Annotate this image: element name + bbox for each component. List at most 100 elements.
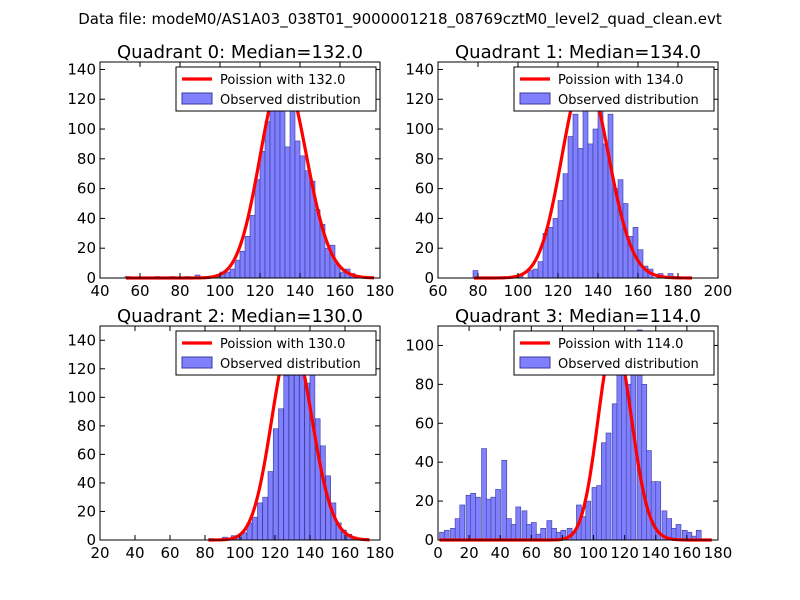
- x-tick-label: 120: [261, 544, 290, 562]
- histogram-bars: [472, 90, 679, 279]
- x-tick-label: 180: [704, 544, 733, 562]
- subplot-title: Quadrant 2: Median=130.0: [117, 306, 363, 327]
- histogram-bar: [257, 502, 263, 541]
- histogram-bar: [294, 140, 301, 279]
- axis-ticks: 20 40 60 80 100 120 140 160 18002040608010012014…: [67, 326, 394, 562]
- axis-ticks: 40 60 80 100 120 140 160 180 0 20 40 60 80 100 120 140: [67, 60, 394, 300]
- x-tick-label: 100: [579, 544, 608, 562]
- y-tick-label: 0: [424, 269, 434, 287]
- y-tick-label: 20: [77, 239, 96, 257]
- histogram-bar: [269, 101, 276, 279]
- x-tick-label: 60: [522, 544, 541, 562]
- x-tick-label: 20: [90, 544, 109, 562]
- histogram-bar: [324, 247, 331, 279]
- histogram-bar: [592, 128, 599, 279]
- subplot-title: Quadrant 0: Median=132.0: [117, 42, 363, 63]
- histogram-bar: [454, 518, 461, 541]
- histogram-bar: [547, 227, 554, 279]
- legend: Poission with 134.0 Observed distributio…: [513, 66, 715, 112]
- histogram-bar: [675, 524, 682, 541]
- histogram-bar: [339, 271, 346, 279]
- x-tick-label: 120: [610, 544, 639, 562]
- x-tick-label: 100: [206, 282, 235, 300]
- histogram-bar: [557, 200, 564, 279]
- axes-frame: [437, 61, 719, 279]
- histogram-bar: [591, 487, 598, 541]
- legend-observed-swatch: [519, 92, 551, 105]
- histogram-bar: [293, 351, 300, 541]
- histogram-bar: [262, 496, 268, 541]
- subplot-quadrant-3: 0 20 40 60 80 100 120 140 160 180020406080100Quad…: [405, 306, 732, 562]
- y-tick-label: 120: [67, 90, 96, 108]
- subplot-title: Quadrant 1: Median=134.0: [455, 42, 701, 63]
- histogram-bar: [465, 494, 472, 541]
- y-tick-label: 80: [77, 417, 96, 435]
- histogram-bar: [577, 148, 584, 279]
- legend-label-observed: Observed distribution: [220, 93, 361, 108]
- x-tick-label: 80: [170, 282, 189, 300]
- histogram-bar: [239, 250, 246, 279]
- subplot-quadrant-0: 40 60 80 100 120 140 160 180 0 20 40 60 80 100 120 140 Q…: [67, 42, 394, 300]
- figure-suptitle: Data file: modeM0/AS1A03_038T01_90000012…: [78, 10, 722, 29]
- histogram-bar: [552, 218, 559, 279]
- x-tick-label: 40: [90, 282, 109, 300]
- x-tick-label: 180: [664, 282, 693, 300]
- histogram-bar: [582, 92, 589, 279]
- y-tick-label: 140: [67, 60, 96, 78]
- x-tick-label: 40: [491, 544, 510, 562]
- legend-observed-swatch: [181, 92, 213, 105]
- histogram-bar: [510, 524, 517, 541]
- histogram-bars: [124, 101, 361, 279]
- x-tick-label: 160: [624, 282, 653, 300]
- y-tick-label: 40: [77, 474, 96, 492]
- x-tick-label: 0: [433, 544, 443, 562]
- x-tick-label: 120: [544, 282, 573, 300]
- x-tick-label: 160: [673, 544, 702, 562]
- x-tick-label: 140: [641, 544, 670, 562]
- y-tick-label: 140: [67, 331, 96, 349]
- y-tick-label: 20: [415, 239, 434, 257]
- histogram-bar: [229, 268, 236, 279]
- y-tick-label: 100: [67, 388, 96, 406]
- histogram-bar: [299, 155, 306, 279]
- histogram-bar: [546, 520, 553, 541]
- histogram-bar: [249, 215, 256, 279]
- histogram-bar: [587, 143, 594, 279]
- histogram-bar: [611, 403, 618, 541]
- axes-frame: [437, 325, 719, 541]
- histogram-bar: [450, 528, 456, 541]
- histogram-bar: [283, 375, 289, 541]
- histogram-bar: [585, 500, 592, 541]
- histogram-bar: [274, 110, 281, 279]
- histogram-bar: [495, 489, 501, 541]
- histogram-bar: [289, 106, 296, 279]
- histogram-bar: [567, 136, 574, 279]
- histogram-bar: [601, 442, 607, 541]
- y-tick-label: 100: [405, 120, 434, 138]
- histogram-bar: [284, 146, 291, 279]
- y-tick-label: 20: [77, 502, 96, 520]
- legend-label-poisson: Poission with 130.0: [220, 337, 345, 352]
- legend-observed-swatch: [181, 356, 213, 369]
- y-tick-label: 100: [67, 120, 96, 138]
- x-tick-label: 160: [331, 544, 360, 562]
- histogram-bar: [272, 428, 279, 541]
- histogram-bar: [605, 432, 612, 541]
- x-tick-label: 140: [296, 544, 325, 562]
- histogram-bar: [641, 384, 648, 541]
- subplot-title: Quadrant 3: Median=114.0: [455, 306, 701, 327]
- histogram-bar: [485, 498, 492, 541]
- histogram-bar: [537, 261, 544, 279]
- legend-label-observed: Observed distribution: [220, 357, 361, 372]
- y-tick-label: 40: [415, 209, 434, 227]
- axis-ticks: 60 80 100 120 140 160 180 200 0 20 40 60 80 100 120 140: [405, 60, 732, 300]
- y-tick-label: 60: [415, 414, 434, 432]
- x-tick-label: 140: [286, 282, 315, 300]
- legend-label-poisson: Poission with 134.0: [558, 73, 683, 88]
- axes-frame: [99, 61, 381, 279]
- y-tick-label: 100: [405, 336, 434, 354]
- histogram-bar: [309, 361, 316, 541]
- y-tick-label: 80: [77, 150, 96, 168]
- legend: Poission with 130.0 Observed distributio…: [175, 330, 377, 376]
